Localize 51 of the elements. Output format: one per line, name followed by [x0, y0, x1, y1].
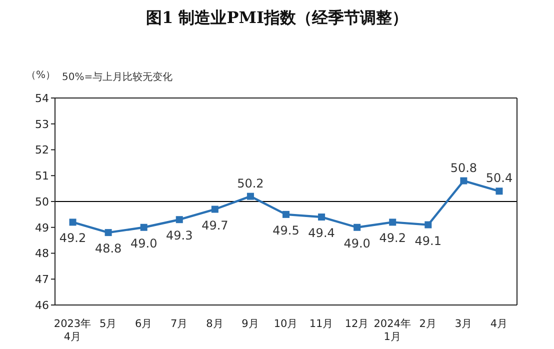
y-axis-title: （%） — [26, 69, 56, 82]
data-label: 50.2 — [237, 176, 264, 190]
point — [389, 218, 396, 226]
x-tick-label: 12月 — [344, 318, 370, 330]
data-label: 49.7 — [202, 218, 228, 232]
x-tick-label: 7月 — [170, 318, 188, 330]
x-tick-label: 6月 — [135, 318, 153, 330]
x-tick-label: 10月 — [274, 318, 298, 330]
x-tick-label: 2024年 1月 — [374, 318, 412, 343]
x-tick-label: 8月 — [206, 318, 224, 330]
data-label: 49.0 — [344, 236, 370, 250]
y-tick-label: 50 — [35, 195, 49, 208]
data-label: 49.1 — [414, 234, 442, 248]
point — [282, 210, 290, 218]
x-tick-label: 2月 — [419, 318, 437, 330]
y-tick-label: 48 — [35, 247, 49, 260]
x-tick-label: 2023年 4月 — [54, 318, 92, 343]
y-tick-label: 46 — [35, 298, 49, 312]
point — [211, 206, 218, 213]
point — [176, 216, 183, 224]
data-label: 49.2 — [379, 231, 406, 246]
data-label: 49.5 — [272, 223, 300, 238]
data-label: 50.8 — [450, 160, 478, 175]
point — [460, 177, 468, 184]
x-tick-label: 3月 — [454, 318, 473, 330]
y-tick-label: 54 — [35, 92, 49, 105]
point — [104, 229, 112, 236]
point — [424, 221, 432, 228]
point — [246, 192, 254, 200]
data-label: 49.4 — [308, 226, 335, 240]
y-tick-label: 53 — [35, 118, 49, 131]
data-label: 49.2 — [59, 231, 86, 246]
y-tick-label: 49 — [35, 221, 49, 234]
y-tick-label: 51 — [35, 170, 49, 183]
y-tick-label: 52 — [35, 144, 49, 157]
x-tick-label: 4月 — [490, 318, 508, 330]
data-label: 49.3 — [166, 228, 193, 243]
point — [69, 218, 76, 226]
point — [140, 224, 148, 231]
data-label: 49.0 — [130, 236, 158, 250]
x-tick-label: 5月 — [99, 318, 118, 330]
data-label: 50.4 — [486, 171, 513, 186]
point — [318, 214, 326, 221]
y-tick-label: 47 — [35, 273, 49, 286]
point — [496, 188, 503, 195]
data-label: 48.8 — [94, 242, 122, 256]
text: 50%=与上月比较无变化 — [62, 70, 173, 84]
chart-title: 图1 制造业PMI指数（经季节调整） — [145, 8, 409, 29]
x-tick-label: 11月 — [309, 318, 334, 330]
point — [354, 224, 361, 231]
x-tick-label: 9月 — [242, 318, 260, 330]
